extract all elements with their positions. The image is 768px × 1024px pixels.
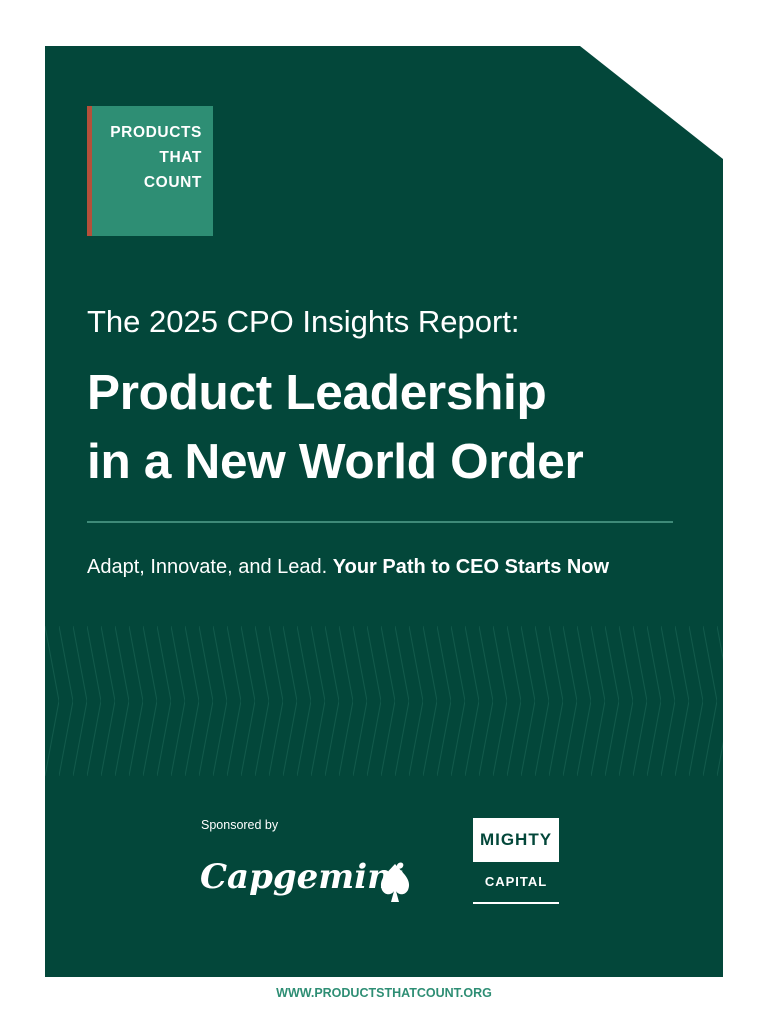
tagline-plain: Adapt, Innovate, and Lead. (87, 556, 333, 578)
tagline: Adapt, Innovate, and Lead. Your Path to … (87, 556, 609, 579)
logo-text: PRODUCTS THAT COUNT (110, 120, 202, 195)
logo-accent-bar (87, 106, 92, 236)
logo-line: THAT (159, 149, 202, 166)
products-that-count-logo: PRODUCTS THAT COUNT (87, 106, 213, 236)
capgemini-logo: Capgemini (200, 857, 410, 902)
report-cover: PRODUCTS THAT COUNT The 2025 CPO Insight… (45, 46, 723, 977)
mighty-capital-underline (473, 902, 559, 904)
chevron-pattern (45, 626, 723, 776)
mighty-capital-logo-bottom: CAPITAL (484, 874, 548, 889)
sponsored-by-label: Sponsored by (201, 818, 279, 832)
tagline-bold: Your Path to CEO Starts Now (332, 556, 610, 578)
title-line: Product Leadership (87, 365, 547, 420)
spade-icon (380, 864, 410, 902)
mighty-capital-logo-top: MIGHTY (473, 818, 559, 862)
logo-line: COUNT (143, 174, 202, 191)
report-pre-title: The 2025 CPO Insights Report: (87, 304, 520, 339)
title-line: in a New World Order (87, 434, 584, 489)
report-title: Product Leadership in a New World Order (87, 358, 584, 496)
divider-rule (87, 521, 673, 523)
capgemini-wordmark: Capgemini (200, 857, 405, 897)
logo-line: PRODUCTS (110, 124, 202, 141)
website-url[interactable]: WWW.PRODUCTSTHATCOUNT.ORG (276, 986, 492, 1000)
